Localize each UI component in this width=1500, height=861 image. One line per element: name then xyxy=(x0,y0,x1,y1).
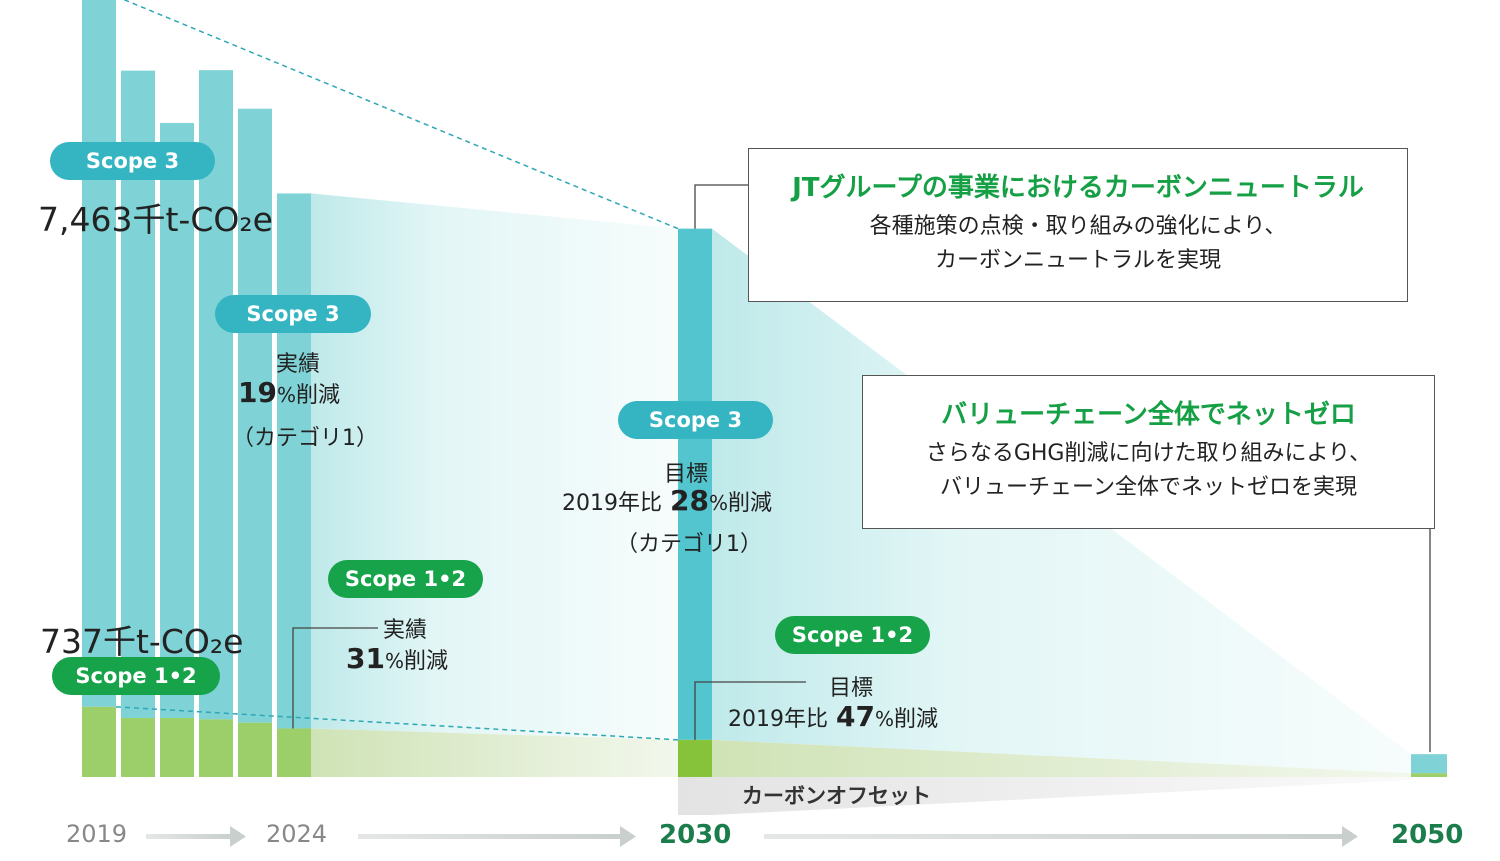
scope12-target-vs2019: 2019年比 xyxy=(728,707,828,732)
scope12-bar-2019 xyxy=(82,706,116,777)
scope3-bar-2024 xyxy=(277,193,311,729)
scope3-actual-reduction: 19%削減 xyxy=(238,376,340,409)
scope12-target-leader xyxy=(694,681,806,740)
callout-2050-heading: バリューチェーン全体でネットゼロ xyxy=(941,400,1356,430)
scope12-actual-pct: 31 xyxy=(346,642,385,675)
scope3-target-reduction: 2019年比 28%削減 xyxy=(562,484,772,517)
scope3-pill-2030-text: Scope 3 xyxy=(648,408,743,432)
callout-2050: バリューチェーン全体でネットゼロ さらなるGHG削減に向けた取り組みにより、 バ… xyxy=(862,375,1435,529)
year-2019: 2019 xyxy=(66,820,128,848)
scope12-target-pct-sign: % xyxy=(874,707,894,731)
scope12-pill-2019-text: Scope 1•2 xyxy=(75,664,197,688)
scope12-pill-2019: Scope 1•2 xyxy=(52,657,220,695)
scope12-pill-2030: Scope 1•2 xyxy=(775,616,930,654)
scope12-pill-2030-text: Scope 1•2 xyxy=(791,623,914,647)
scope3-actual-category: （カテゴリ1） xyxy=(232,426,378,451)
scope3-target-label: 目標 xyxy=(664,462,709,487)
scope12-target-pct: 47 xyxy=(836,700,875,733)
callout-2030-line2: カーボンニュートラルを実現 xyxy=(934,248,1221,273)
baseline-scope3-value: 7,463千t-CO₂e xyxy=(38,200,273,239)
scope12-actual-pct-sign: % xyxy=(384,649,404,673)
scope12-bar-2030 xyxy=(678,739,712,777)
scope3-target-pct-sign: % xyxy=(708,491,728,515)
scope3-target-pct: 28 xyxy=(670,484,709,517)
carbon-offset-area xyxy=(678,777,1411,815)
callout-2050-line2: バリューチェーン全体でネットゼロを実現 xyxy=(940,475,1357,500)
timeline-arrow-2019-2024-shaft xyxy=(146,834,232,839)
scope3-pill-2024: Scope 3 xyxy=(215,295,371,333)
scope3-bar-2022 xyxy=(199,70,233,720)
scope3-actual-pct: 19 xyxy=(238,376,277,409)
timeline-arrow-2019-2024-head xyxy=(230,826,246,847)
scope3-actual-label: 実績 xyxy=(276,352,321,377)
scope3-trend-line xyxy=(122,0,679,230)
timeline-arrow-2024-2030-shaft xyxy=(358,834,622,839)
scope12-actual-leader xyxy=(292,627,378,729)
scope3-pill-2030: Scope 3 xyxy=(618,401,773,439)
scope12-trend-line xyxy=(115,706,679,741)
scope12-bar-2050 xyxy=(1411,773,1447,777)
scope12-actual-reduction-word: 削減 xyxy=(403,649,448,674)
scope12-bar-2023 xyxy=(238,722,272,777)
scope3-bar-2030 xyxy=(678,228,712,740)
year-2050: 2050 xyxy=(1391,820,1464,850)
scope12-pill-2024-text: Scope 1•2 xyxy=(344,567,467,591)
baseline-scope12-value: 737千t-CO₂e xyxy=(40,622,244,661)
scope3-target-reduction-word: 削減 xyxy=(727,491,772,516)
scope3-actual-reduction-word: 削減 xyxy=(295,383,340,408)
year-2024: 2024 xyxy=(266,820,328,848)
scope12-projection-area-2024-2030 xyxy=(311,728,678,777)
callout-2030-leader xyxy=(694,184,748,229)
callout-2030-line1: 各種施策の点検・取り組みの強化により、 xyxy=(869,214,1287,239)
callout-2030: JTグループの事業におけるカーボンニュートラル 各種施策の点検・取り組みの強化に… xyxy=(748,148,1408,302)
scope3-projection-area-2024-2030 xyxy=(311,193,678,740)
scope12-bar-2021 xyxy=(160,717,194,777)
carbon-offset-label: カーボンオフセット xyxy=(742,784,931,808)
scope12-pill-2024: Scope 1•2 xyxy=(328,560,483,598)
scope12-actual-reduction: 31%削減 xyxy=(346,642,448,675)
timeline-arrow-2030-2050-shaft xyxy=(764,834,1344,839)
scope12-bar-2020 xyxy=(121,717,155,777)
scope3-bar-2050 xyxy=(1411,754,1447,774)
callout-2050-line1: さらなるGHG削減に向けた取り組みにより、 xyxy=(925,441,1372,466)
scope12-target-reduction: 2019年比 47%削減 xyxy=(728,700,938,733)
scope3-bar-2023 xyxy=(238,108,272,723)
scope12-projection-area-2030-2050 xyxy=(712,739,1411,777)
scope3-target-category: （カテゴリ1） xyxy=(616,532,762,557)
callout-2030-heading: JTグループの事業におけるカーボンニュートラル xyxy=(792,173,1364,203)
scope3-bar-2019 xyxy=(82,0,116,707)
scope12-target-label: 目標 xyxy=(829,676,874,701)
timeline-arrow-2030-2050-head xyxy=(1342,826,1358,847)
scope12-actual-label: 実績 xyxy=(383,618,428,643)
scope3-pill-2024-text: Scope 3 xyxy=(246,302,340,326)
year-2030: 2030 xyxy=(659,820,732,850)
scope3-actual-pct-sign: % xyxy=(276,383,296,407)
scope3-pill-2019-text: Scope 3 xyxy=(85,149,180,173)
scope3-pill-2019: Scope 3 xyxy=(50,142,215,180)
scope12-bar-2024 xyxy=(277,728,311,777)
scope3-bar-2021 xyxy=(160,122,194,718)
scope12-target-reduction-word: 削減 xyxy=(893,707,938,732)
timeline-arrow-2024-2030-head xyxy=(620,826,636,847)
scope3-target-vs2019: 2019年比 xyxy=(562,491,662,516)
scope12-bar-2022 xyxy=(199,719,233,777)
